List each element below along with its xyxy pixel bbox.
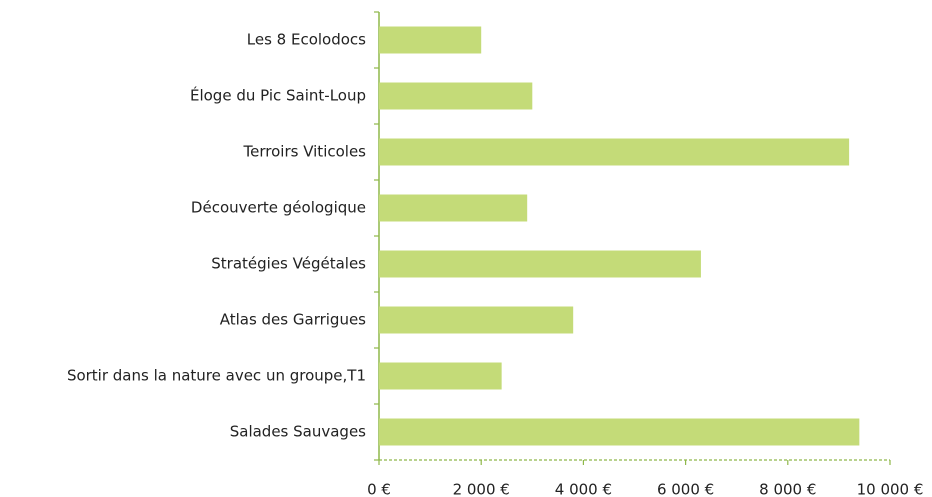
- y-tick-label: Découverte géologique: [191, 199, 366, 217]
- bar: [379, 362, 502, 390]
- y-tick-label: Atlas des Garrigues: [220, 311, 366, 329]
- bar: [379, 26, 482, 54]
- x-tick-label: 2 000 €: [453, 481, 510, 497]
- bar: [379, 138, 850, 166]
- x-tick-label: 0 €: [367, 481, 391, 497]
- x-tick-label: 10 000 €: [857, 481, 924, 497]
- y-tick-label: Éloge du Pic Saint-Loup: [190, 86, 366, 105]
- y-tick-label: Les 8 Ecolodocs: [247, 31, 366, 49]
- y-tick-label: Stratégies Végétales: [211, 255, 366, 273]
- x-tick-label: 6 000 €: [657, 481, 714, 497]
- y-tick-label: Salades Sauvages: [230, 423, 366, 441]
- x-tick-label: 4 000 €: [555, 481, 612, 497]
- bar: [379, 194, 528, 222]
- bar: [379, 306, 574, 334]
- y-tick-label: Terroirs Viticoles: [243, 143, 367, 161]
- bar: [379, 250, 701, 278]
- y-tick-label: Sortir dans la nature avec un groupe,T1: [67, 367, 366, 385]
- bar: [379, 418, 860, 446]
- bar: [379, 82, 533, 110]
- x-tick-label: 8 000 €: [759, 481, 816, 497]
